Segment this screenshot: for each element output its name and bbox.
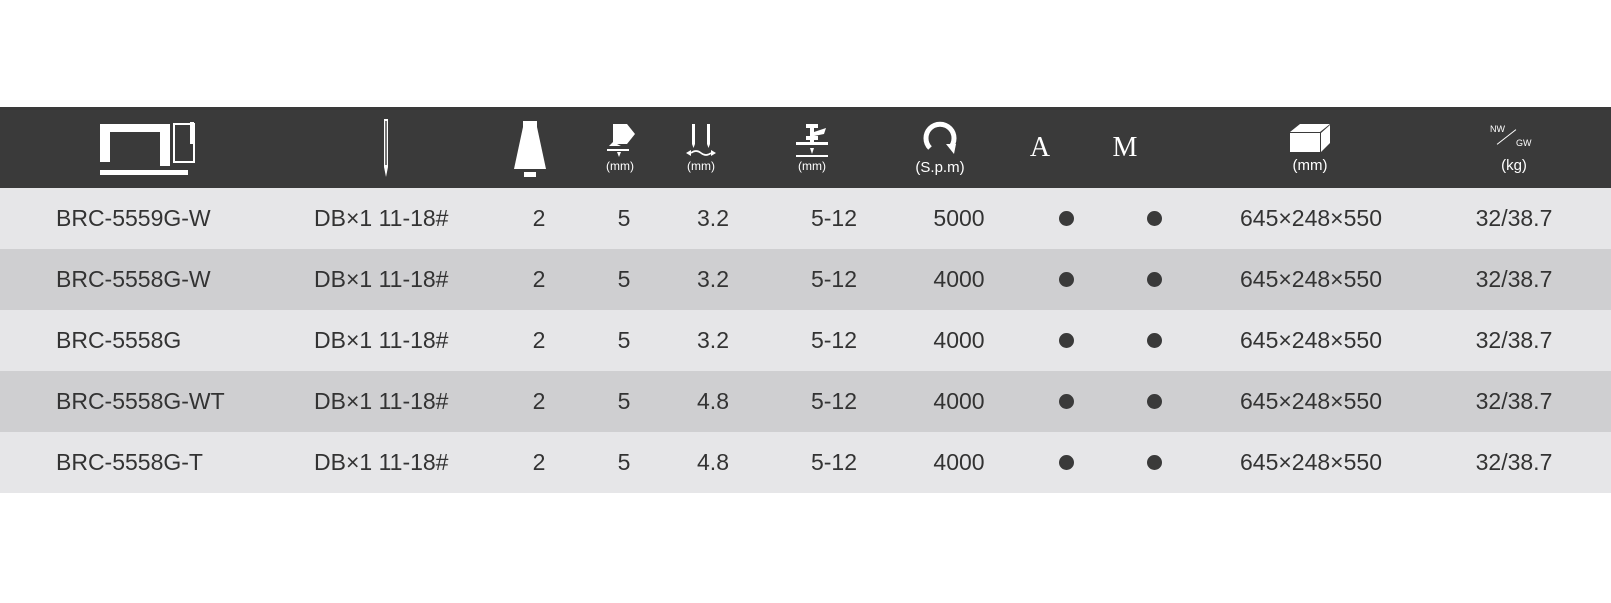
cell-auto-dot xyxy=(1059,333,1074,348)
cell-stitch-length: 5 xyxy=(617,388,631,414)
cell-needle-gauge: 3.2 xyxy=(697,327,729,353)
cell-auto-dot xyxy=(1059,272,1074,287)
cell-speed: 4000 xyxy=(933,266,985,292)
package-unit: (mm) xyxy=(1292,156,1328,174)
table-row: BRC-5558G DB×1 11-18# 2 5 3.2 5-12 4000 645×248… xyxy=(0,310,1611,371)
cell-weight: 32/38.7 xyxy=(1475,388,1553,414)
cell-model: BRC-5558G-T xyxy=(56,449,203,475)
cell-presser-lift: 5-12 xyxy=(810,449,858,475)
cell-needles: 2 xyxy=(532,266,546,292)
cell-manual-dot xyxy=(1147,394,1162,409)
cell-weight: 32/38.7 xyxy=(1475,266,1553,292)
nw-label: NW xyxy=(1490,123,1505,134)
cell-needles: 2 xyxy=(532,449,546,475)
header-package: (mm) xyxy=(1270,107,1350,188)
table-row: BRC-5559G-W DB×1 11-18# 2 5 3.2 5-12 5000 645×2… xyxy=(0,188,1611,249)
cell-speed: 5000 xyxy=(933,205,985,231)
speed-unit: (S.p.m) xyxy=(915,158,965,176)
needle-icon xyxy=(384,118,388,177)
header-stitch-length: (mm) xyxy=(590,107,650,188)
presser-foot-lift-icon xyxy=(796,124,828,157)
cell-package-size: 645×248×550 xyxy=(1240,205,1382,231)
rotation-icon xyxy=(923,121,957,154)
nw-gw-label: NW GW xyxy=(1488,122,1540,154)
sewing-machine-icon xyxy=(100,121,195,175)
cell-needles: 2 xyxy=(532,388,546,414)
cell-speed: 4000 xyxy=(933,327,985,353)
cell-manual-dot xyxy=(1147,455,1162,470)
cell-needle-gauge: 3.2 xyxy=(697,205,729,231)
cell-manual-dot xyxy=(1147,211,1162,226)
cell-needle: DB×1 11-18# xyxy=(314,449,449,475)
presser-lift-unit: (mm) xyxy=(798,159,826,173)
cell-model: BRC-5558G xyxy=(56,327,182,353)
auto-label: A xyxy=(1029,131,1051,163)
package-box-icon xyxy=(1290,123,1330,152)
cell-speed: 4000 xyxy=(933,388,985,414)
needle-gauge-unit: (mm) xyxy=(687,159,715,173)
header-needles xyxy=(505,107,555,188)
gw-label: GW xyxy=(1516,137,1532,148)
cell-package-size: 645×248×550 xyxy=(1240,388,1382,414)
cell-stitch-length: 5 xyxy=(617,205,631,231)
spec-table: (mm) (mm) (mm) xyxy=(0,107,1611,493)
cell-presser-lift: 5-12 xyxy=(810,266,858,292)
thread-cone-icon xyxy=(514,120,546,177)
header-presser-lift: (mm) xyxy=(782,107,842,188)
cell-package-size: 645×248×550 xyxy=(1240,266,1382,292)
header-manual: M xyxy=(1105,107,1145,188)
manual-label: M xyxy=(1112,131,1138,163)
cell-needle: DB×1 11-18# xyxy=(314,205,449,231)
table-header: (mm) (mm) (mm) xyxy=(0,107,1611,188)
stitch-length-unit: (mm) xyxy=(606,159,634,173)
cell-weight: 32/38.7 xyxy=(1475,205,1553,231)
cell-presser-lift: 5-12 xyxy=(810,327,858,353)
needle-gauge-icon xyxy=(686,124,716,156)
cell-auto-dot xyxy=(1059,211,1074,226)
header-speed: (S.p.m) xyxy=(900,107,980,188)
table-row: BRC-5558G-WT DB×1 11-18# 2 5 4.8 5-12 4000 645×… xyxy=(0,371,1611,432)
cell-stitch-length: 5 xyxy=(617,266,631,292)
cell-needle-gauge: 3.2 xyxy=(697,266,729,292)
cell-model: BRC-5558G-W xyxy=(56,266,211,292)
cell-speed: 4000 xyxy=(933,449,985,475)
cell-needle-gauge: 4.8 xyxy=(697,388,729,414)
cell-presser-lift: 5-12 xyxy=(810,205,858,231)
cell-stitch-length: 5 xyxy=(617,327,631,353)
cell-needle: DB×1 11-18# xyxy=(314,266,449,292)
cell-model: BRC-5558G-WT xyxy=(56,388,225,414)
cell-model: BRC-5559G-W xyxy=(56,205,211,231)
cell-manual-dot xyxy=(1147,272,1162,287)
cell-needle-gauge: 4.8 xyxy=(697,449,729,475)
cell-needles: 2 xyxy=(532,327,546,353)
cell-package-size: 645×248×550 xyxy=(1240,327,1382,353)
cell-needle: DB×1 11-18# xyxy=(314,327,449,353)
cell-weight: 32/38.7 xyxy=(1475,327,1553,353)
header-model xyxy=(97,107,197,188)
table-row: BRC-5558G-W DB×1 11-18# 2 5 3.2 5-12 4000 645×2… xyxy=(0,249,1611,310)
header-needle xyxy=(366,107,406,188)
table-row: BRC-5558G-T DB×1 11-18# 2 5 4.8 5-12 4000 645×2… xyxy=(0,432,1611,493)
header-auto: A xyxy=(1020,107,1060,188)
cell-package-size: 645×248×550 xyxy=(1240,449,1382,475)
header-weight: NW GW (kg) xyxy=(1484,107,1544,188)
weight-unit: (kg) xyxy=(1501,156,1527,174)
cell-weight: 32/38.7 xyxy=(1475,449,1553,475)
header-needle-gauge: (mm) xyxy=(671,107,731,188)
cell-needles: 2 xyxy=(532,205,546,231)
cell-auto-dot xyxy=(1059,455,1074,470)
cell-stitch-length: 5 xyxy=(617,449,631,475)
cell-auto-dot xyxy=(1059,394,1074,409)
cell-manual-dot xyxy=(1147,333,1162,348)
cell-needle: DB×1 11-18# xyxy=(314,388,449,414)
cell-presser-lift: 5-12 xyxy=(810,388,858,414)
stitch-length-icon xyxy=(607,124,635,157)
